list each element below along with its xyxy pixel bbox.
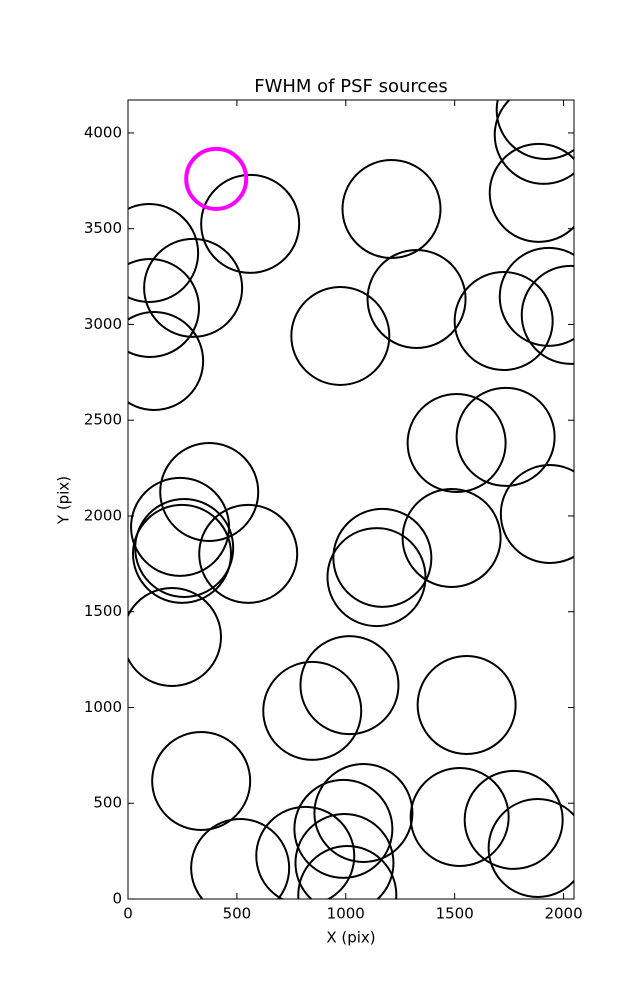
source-circle [463, 769, 564, 870]
y-tick-label: 500 [93, 794, 122, 812]
source-circle [200, 173, 301, 274]
source-circle [487, 798, 574, 899]
source-circle [262, 660, 363, 761]
source-circle [128, 587, 222, 687]
y-tick-label: 1000 [84, 698, 122, 716]
source-circle [401, 487, 502, 588]
x-axis-label: X (pix) [326, 929, 375, 947]
source-circle [190, 817, 291, 899]
source-circle [520, 264, 574, 365]
x-tick-label: 500 [223, 905, 252, 923]
source-circle [159, 442, 260, 543]
x-tick-label: 1500 [436, 905, 474, 923]
source-circle [255, 805, 356, 899]
y-tick-label: 2000 [84, 506, 122, 524]
source-circle [134, 497, 235, 598]
source-circle [132, 503, 233, 604]
source-circle [130, 476, 231, 577]
y-tick-label: 1500 [84, 602, 122, 620]
source-circle [290, 285, 391, 386]
source-circle [299, 635, 400, 736]
plot-area [128, 100, 574, 899]
x-tick-label: 1000 [327, 905, 365, 923]
y-tick-label: 3000 [84, 315, 122, 333]
y-tick-label: 4000 [84, 123, 122, 141]
y-tick-label: 0 [112, 890, 122, 908]
source-circle [198, 503, 299, 604]
source-circle [297, 844, 398, 899]
source-circle [453, 271, 554, 372]
source-circle [366, 248, 467, 349]
source-circle [326, 527, 427, 628]
source-circle [151, 731, 252, 832]
source-circle [128, 203, 200, 304]
x-tick-label: 0 [123, 905, 133, 923]
source-circle [128, 257, 200, 358]
axes-frame [127, 99, 575, 900]
source-circle [416, 654, 517, 755]
source-circle [341, 158, 442, 259]
source-circle [332, 507, 433, 608]
x-tick-label: 2000 [544, 905, 582, 923]
highlight-circle [184, 146, 249, 211]
source-circle [293, 778, 394, 879]
y-axis-label: Y (pix) [55, 476, 73, 525]
source-circle [488, 142, 574, 243]
y-tick-label: 2500 [84, 411, 122, 429]
source-circle [493, 100, 574, 185]
source-circle [143, 237, 244, 338]
source-circle [455, 386, 556, 487]
y-tick-label: 3500 [84, 219, 122, 237]
source-circle [128, 311, 205, 412]
source-circle [495, 100, 574, 160]
source-circle [498, 246, 574, 347]
source-circle [294, 813, 395, 899]
source-circle [406, 393, 507, 494]
chart-title: FWHM of PSF sources [254, 76, 448, 97]
source-circle [409, 767, 510, 868]
source-circle [313, 763, 414, 864]
source-circle [499, 464, 574, 565]
